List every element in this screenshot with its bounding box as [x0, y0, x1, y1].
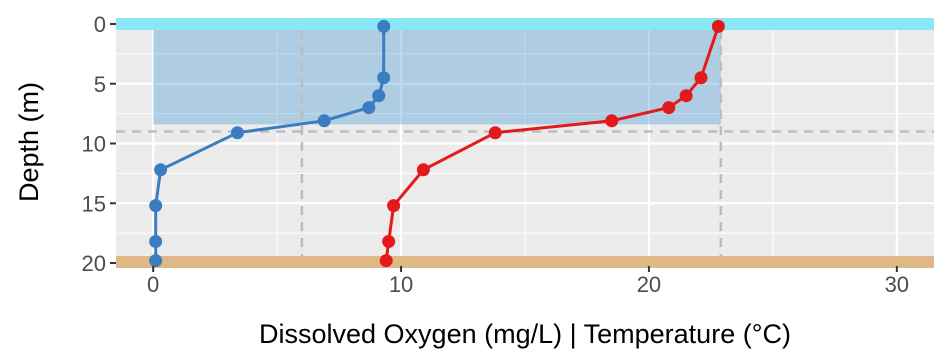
series-2-point: [662, 101, 676, 115]
x-tick-label: 20: [637, 272, 661, 297]
series-2-point: [416, 163, 430, 177]
series-2-line: [384, 24, 720, 263]
epilimnion-box: [153, 29, 721, 125]
series-1-point: [377, 19, 391, 33]
series-2-point: [711, 19, 725, 33]
series-layer: [149, 19, 725, 268]
series-1-point: [230, 126, 244, 140]
series-1-point: [154, 163, 168, 177]
series-2-point: [387, 199, 401, 213]
minor-grid: [116, 18, 934, 266]
series-1-point: [317, 114, 331, 128]
y-tick-label: 10: [82, 132, 106, 157]
series-1-point: [372, 89, 386, 103]
depth-bands: [116, 18, 934, 268]
bottom-band: [116, 256, 934, 268]
series-1-point: [362, 101, 376, 115]
series-2-point: [382, 234, 396, 248]
series-1-line: [154, 24, 386, 263]
series-2-point: [488, 126, 502, 140]
y-tick-label: 20: [82, 251, 106, 276]
series-2-point: [679, 89, 693, 103]
y-tick-label: 5: [94, 72, 106, 97]
y-axis-title: Depth (m): [14, 82, 44, 202]
x-axis-ticks: 0 10 20 30: [147, 266, 909, 297]
series-1-point: [149, 254, 163, 268]
series-1-point: [149, 234, 163, 248]
series-1-point: [149, 199, 163, 213]
surface-band: [116, 18, 934, 30]
epilimnion-box-layer: [153, 29, 721, 125]
y-tick-label: 15: [82, 191, 106, 216]
y-axis-ticks: 0 5 10 15 20: [82, 12, 116, 276]
series-2-point: [694, 71, 708, 85]
series-2-point: [379, 254, 393, 268]
x-axis-title: Dissolved Oxygen (mg/L) | Temperature (°…: [259, 319, 791, 349]
series-1-point: [377, 71, 391, 85]
series-2-point: [605, 114, 619, 128]
x-tick-label: 30: [885, 272, 909, 297]
x-tick-label: 0: [147, 272, 159, 297]
y-tick-label: 0: [94, 12, 106, 37]
x-tick-label: 10: [389, 272, 413, 297]
